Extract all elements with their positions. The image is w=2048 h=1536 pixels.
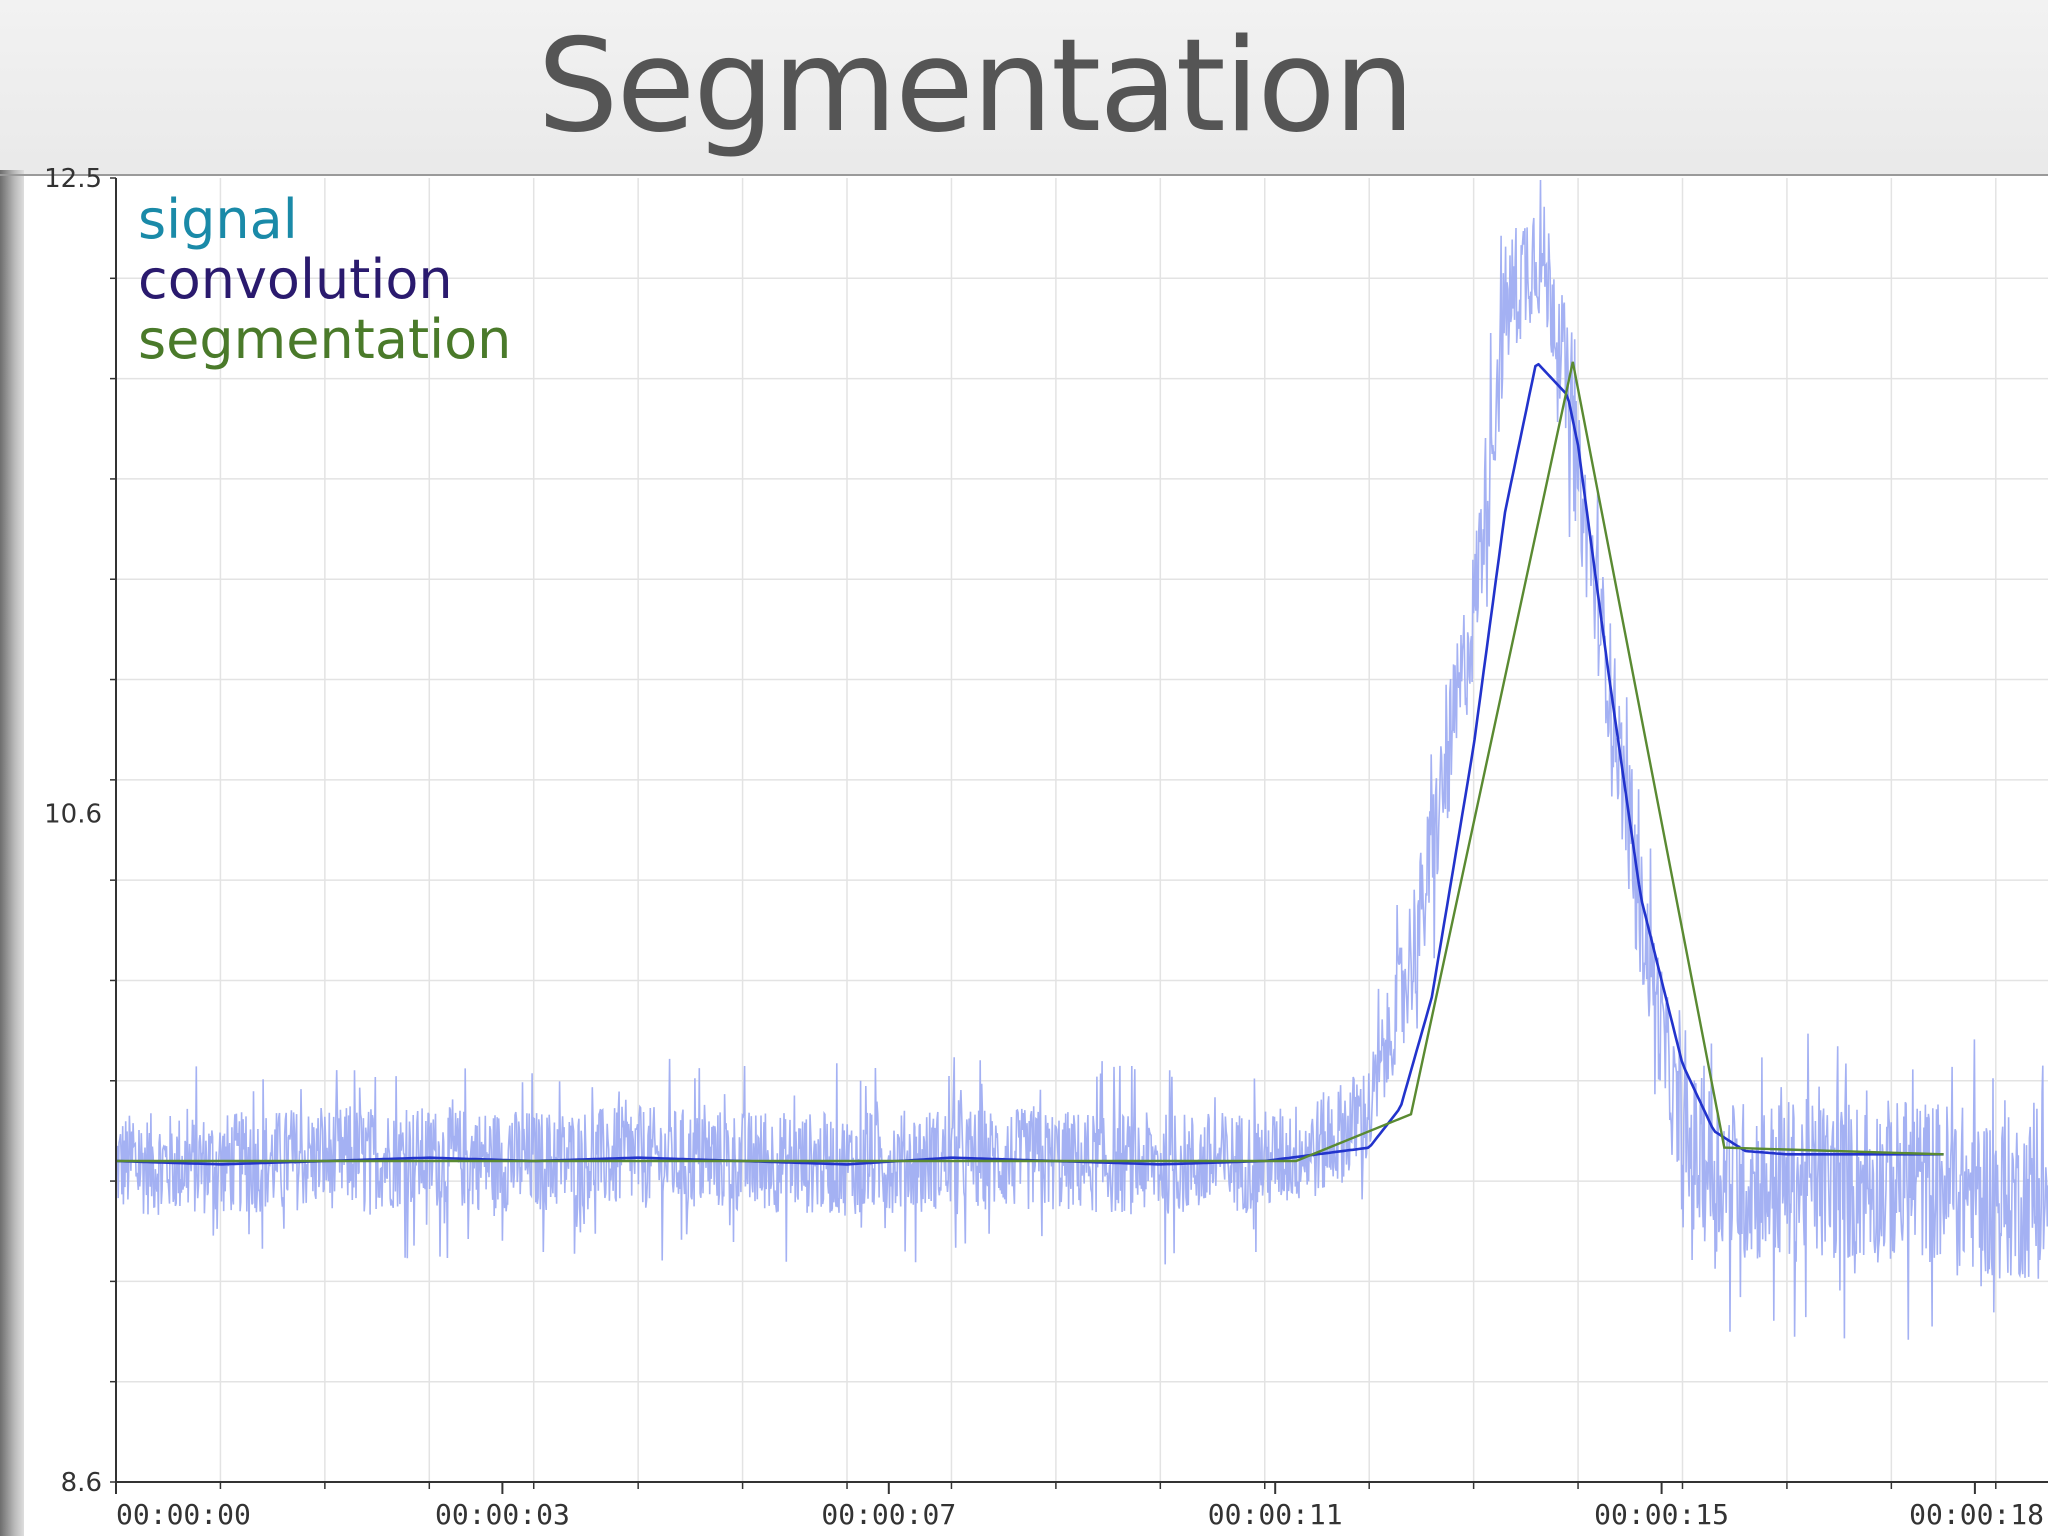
slide-left-shade [0, 170, 24, 1536]
legend-entry-segmentation: segmentation [138, 308, 512, 371]
x-tick-label: 00:00:15 [1594, 1498, 1729, 1531]
y-tick-label: 12.5 [44, 164, 102, 194]
y-tick-label: 8.6 [61, 1468, 102, 1498]
chart-grid [116, 178, 2048, 1482]
x-tick-label: 00:00:11 [1208, 1498, 1343, 1531]
x-tick-label: 00:00:18 [1909, 1498, 2044, 1531]
plot-top-border [0, 174, 2048, 176]
chart-legend: signal convolution segmentation [138, 190, 511, 370]
series-signal [115, 179, 2048, 1340]
legend-entry-convolution: convolution [138, 248, 453, 311]
series-segmentation [116, 361, 1944, 1163]
chart-axes: 12.5 10.6 8.6 00:00:00 00:00:03 00:00:07 00:00… [44, 164, 2048, 1531]
x-tick-label: 00:00:03 [435, 1498, 570, 1531]
y-tick-label: 10.6 [44, 799, 102, 829]
chart-series [115, 179, 2048, 1340]
x-tick-label: 00:00:00 [116, 1498, 251, 1531]
legend-entry-signal: signal [138, 188, 298, 251]
x-tick-label: 00:00:07 [821, 1498, 956, 1531]
plot-panel [24, 176, 2048, 1536]
page-title: Segmentation [537, 12, 1415, 161]
